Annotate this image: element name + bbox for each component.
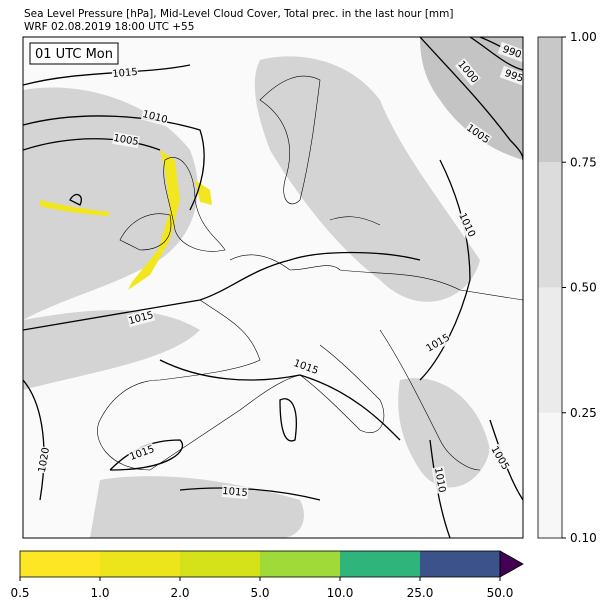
map: 1015101010059909951000100510101015101510… xyxy=(22,36,524,539)
contour-label-bg xyxy=(488,443,512,473)
contour-label-bg xyxy=(456,210,478,240)
precip-area xyxy=(128,150,180,290)
contour-label-bg xyxy=(35,446,53,474)
colorbar-segment xyxy=(538,412,562,538)
colorbar-tick-label: 50.0 xyxy=(487,586,514,600)
colorbar-tick-label: 0.10 xyxy=(570,531,597,545)
contour-label-bg xyxy=(423,331,453,355)
cloud-area xyxy=(420,37,523,160)
contour-label: 1020 xyxy=(37,447,52,474)
contour-label-bg xyxy=(291,356,321,378)
contour-label-bg xyxy=(463,121,493,147)
title: Sea Level Pressure [hPa], Mid-Level Clou… xyxy=(24,8,454,20)
colorbar-tick-label: 1.0 xyxy=(90,586,109,600)
subtitle: WRF 02.08.2019 18:00 UTC +55 xyxy=(24,21,194,33)
contour-label-bg xyxy=(455,58,481,86)
contour-label: 1010 xyxy=(432,467,447,494)
contour-label-bg xyxy=(221,484,249,500)
colorbar-segment xyxy=(180,551,260,577)
colorbar-segment xyxy=(538,162,562,288)
cloud-area xyxy=(254,56,480,302)
colorbar-segment xyxy=(538,287,562,413)
coastline xyxy=(97,75,523,471)
colorbar-segment xyxy=(340,551,420,577)
contour-label-bg xyxy=(127,442,157,464)
colorbar-tick-label: 25.0 xyxy=(407,586,434,600)
colorbar-segment xyxy=(538,37,562,163)
contour-label-bg xyxy=(497,41,523,63)
cloud-area xyxy=(398,378,490,488)
colorbar-tick-label: 2.0 xyxy=(170,586,189,600)
colorbar-tick-label: 0.75 xyxy=(570,155,597,169)
contour-label: 1005 xyxy=(112,133,139,148)
contour-label: 1015 xyxy=(222,486,248,499)
time-label: 01 UTC Mon xyxy=(35,47,113,62)
cloud-colorbar: 0.10 0.25 0.50 0.75 1.00 xyxy=(537,30,597,545)
contour-label-bg xyxy=(112,131,140,149)
contour-label: 1015 xyxy=(112,67,138,80)
time-box xyxy=(29,42,119,65)
colorbar-tick-label: 1.00 xyxy=(570,30,597,44)
colorbar-segment xyxy=(420,551,500,577)
map-frame xyxy=(22,36,524,539)
colorbar-segment xyxy=(100,551,180,577)
colorbar-tick-label: 0.50 xyxy=(570,281,597,295)
cloud-area xyxy=(23,310,200,390)
contour-label-bg xyxy=(111,65,139,81)
colorbar-tick-label: 0.5 xyxy=(10,586,29,600)
colorbar-segment xyxy=(20,551,100,577)
colorbar-segment xyxy=(260,551,340,577)
contour-label-bg xyxy=(431,466,449,494)
precip-colorbar: 0.5 1.0 2.0 5.0 10.0 25.0 50.0 xyxy=(10,550,524,600)
precip-area xyxy=(40,200,110,216)
contour-label-bg xyxy=(499,65,523,87)
contour-label-bg xyxy=(126,308,156,328)
colorbar-tick-label: 5.0 xyxy=(250,586,269,600)
contour-label-bg xyxy=(140,107,170,127)
colorbar-extend xyxy=(499,550,524,578)
cloud-area xyxy=(90,476,304,538)
colorbar-tick-label: 10.0 xyxy=(327,586,354,600)
colorbar-tick-label: 0.25 xyxy=(570,406,597,420)
